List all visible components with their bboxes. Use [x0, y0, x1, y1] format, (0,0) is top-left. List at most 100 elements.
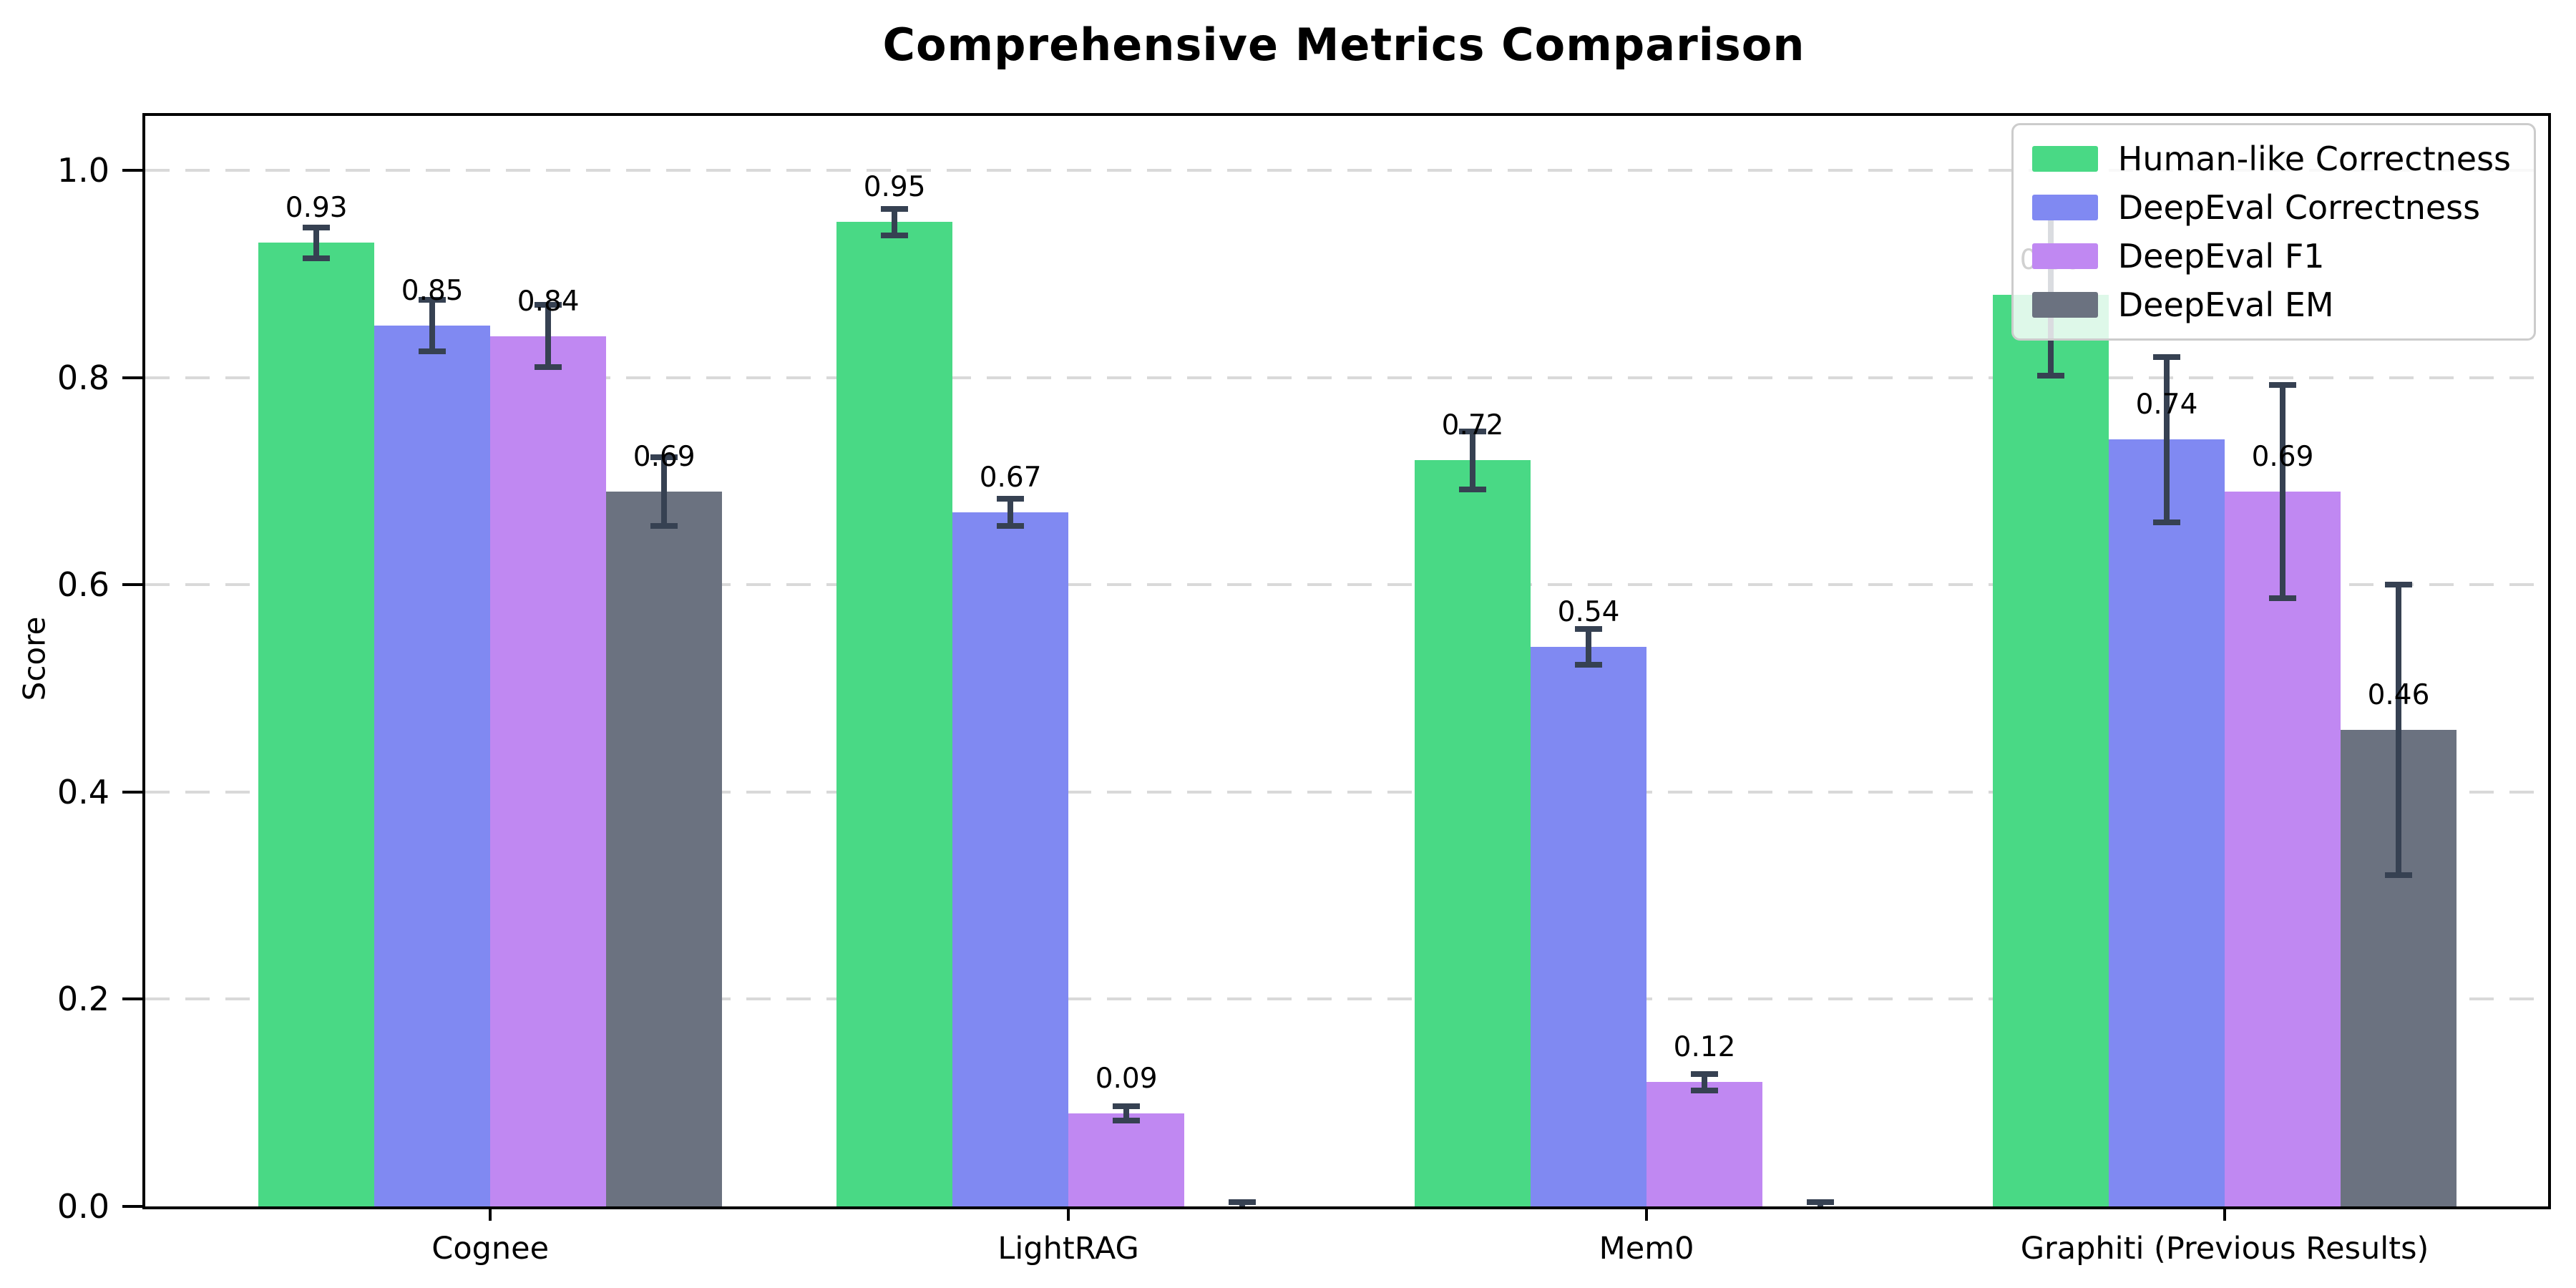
error-bar-graphiti-previous-results-deepeval-em: [2396, 585, 2401, 875]
error-cap-top: [303, 224, 331, 230]
error-cap-bottom: [2153, 519, 2180, 526]
legend: Human-like Correctness DeepEval Correctne…: [2011, 123, 2536, 341]
bar-lightrag-deepeval-correctness: [952, 512, 1069, 1206]
y-tick-mark: [122, 790, 142, 794]
legend-swatch-human-like-correctness: [2031, 146, 2098, 172]
error-cap-top: [1229, 1199, 1257, 1206]
bar-cognee-deepeval-f1: [490, 336, 607, 1206]
bar-graphiti-previous-results-human-like-correctness: [1993, 294, 2109, 1206]
bar-mem0-deepeval-correctness: [1531, 647, 1647, 1206]
value-label-graphiti-previous-results-deepeval-em: 0.46: [2367, 678, 2430, 711]
error-cap-bottom: [1691, 1087, 1719, 1093]
error-bar-cognee-deepeval-f1: [545, 305, 552, 368]
error-bar-lightrag-human-like-correctness: [892, 208, 898, 236]
x-tick-mark-graphiti-previous-results: [2223, 1206, 2226, 1221]
value-label-lightrag-deepeval-correctness: 0.67: [979, 461, 1042, 494]
x-tick-mark-mem0: [1645, 1206, 1649, 1221]
value-label-cognee-deepeval-correctness: 0.85: [401, 275, 464, 308]
error-cap-bottom: [535, 364, 562, 371]
error-bar-mem0-human-like-correctness: [1470, 431, 1476, 489]
y-tick-label-0.6: 0.6: [57, 565, 109, 605]
value-label-mem0-human-like-correctness: 0.72: [1441, 409, 1504, 442]
error-cap-bottom: [1575, 661, 1603, 668]
error-bar-cognee-deepeval-em: [661, 457, 668, 526]
legend-label: DeepEval EM: [2117, 286, 2334, 324]
value-label-graphiti-previous-results-deepeval-f1: 0.69: [2251, 440, 2314, 473]
error-cap-top: [997, 496, 1025, 502]
x-tick-mark-lightrag: [1067, 1206, 1070, 1221]
y-tick-mark: [122, 997, 142, 1001]
x-tick-mark-cognee: [489, 1206, 492, 1221]
y-tick-label-0.0: 0.0: [57, 1187, 109, 1226]
error-cap-top: [1113, 1103, 1141, 1109]
bar-cognee-human-like-correctness: [258, 243, 375, 1206]
error-cap-top: [535, 302, 562, 308]
error-cap-top: [2269, 381, 2296, 388]
error-cap-top: [1459, 428, 1487, 434]
error-cap-top: [2385, 582, 2412, 588]
error-bar-cognee-human-like-correctness: [313, 227, 320, 259]
legend-label: DeepEval F1: [2117, 237, 2325, 275]
error-bar-graphiti-previous-results-deepeval-correctness: [2164, 356, 2170, 523]
value-label-lightrag-human-like-correctness: 0.95: [863, 171, 926, 204]
value-label-mem0-deepeval-f1: 0.12: [1673, 1031, 1736, 1064]
error-bar-graphiti-previous-results-deepeval-f1: [2280, 384, 2285, 599]
error-cap-top: [881, 205, 909, 212]
error-cap-top: [1575, 626, 1603, 633]
y-tick-label-0.8: 0.8: [57, 358, 109, 397]
error-cap-top: [419, 297, 447, 303]
error-cap-bottom: [303, 255, 331, 262]
legend-swatch-deepeval-correctness: [2031, 195, 2098, 220]
error-cap-bottom: [2385, 872, 2412, 878]
error-cap-top: [1691, 1070, 1719, 1077]
bar-graphiti-previous-results-deepeval-f1: [2225, 491, 2341, 1206]
legend-item-deepeval-f1: DeepEval F1: [2031, 237, 2511, 275]
y-axis-label: Score: [16, 616, 52, 701]
y-tick-mark: [122, 1205, 142, 1208]
y-tick-label-0.2: 0.2: [57, 980, 109, 1019]
error-cap-bottom: [881, 233, 909, 239]
y-tick-mark: [122, 376, 142, 379]
gridline-1: [145, 169, 2548, 172]
chart-title: Comprehensive Metrics Comparison: [882, 19, 1805, 71]
bar-cognee-deepeval-em: [606, 491, 723, 1206]
value-label-mem0-deepeval-correctness: 0.54: [1557, 596, 1620, 629]
error-cap-bottom: [419, 348, 447, 355]
legend-swatch-deepeval-em: [2031, 292, 2098, 318]
bar-mem0-human-like-correctness: [1415, 460, 1531, 1206]
x-tick-label-cognee: Cognee: [431, 1231, 550, 1267]
error-cap-top: [650, 454, 678, 461]
bar-lightrag-deepeval-f1: [1068, 1113, 1185, 1206]
error-cap-bottom: [650, 522, 678, 529]
gridline-0.6: [145, 583, 2548, 587]
y-tick-mark: [122, 169, 142, 172]
value-label-cognee-human-like-correctness: 0.93: [285, 192, 348, 225]
bar-graphiti-previous-results-deepeval-correctness: [2109, 439, 2225, 1206]
error-cap-bottom: [2269, 595, 2296, 602]
error-bar-lightrag-deepeval-f1: [1123, 1106, 1130, 1121]
error-cap-top: [1807, 1199, 1835, 1206]
legend-label: DeepEval Correctness: [2117, 188, 2481, 227]
value-label-lightrag-deepeval-f1: 0.09: [1095, 1062, 1158, 1095]
x-tick-label-mem0: Mem0: [1599, 1231, 1694, 1267]
bar-cognee-deepeval-correctness: [374, 326, 491, 1206]
legend-item-deepeval-em: DeepEval EM: [2031, 286, 2511, 324]
y-tick-mark: [122, 583, 142, 587]
error-bar-cognee-deepeval-correctness: [429, 300, 436, 352]
value-label-graphiti-previous-results-deepeval-correctness: 0.74: [2135, 389, 2198, 421]
gridline-0.2: [145, 997, 2548, 1001]
error-cap-bottom: [2037, 372, 2064, 379]
gridline-0.4: [145, 790, 2548, 794]
error-bar-mem0-deepeval-correctness: [1586, 629, 1592, 665]
error-cap-bottom: [997, 522, 1025, 529]
error-bar-mem0-deepeval-f1: [1702, 1073, 1708, 1091]
legend-item-deepeval-correctness: DeepEval Correctness: [2031, 188, 2511, 227]
value-label-cognee-deepeval-f1: 0.84: [517, 285, 580, 318]
y-tick-label-1.0: 1.0: [57, 151, 109, 190]
error-cap-top: [2153, 353, 2180, 360]
error-cap-bottom: [1459, 486, 1487, 492]
legend-item-human-like-correctness: Human-like Correctness: [2031, 140, 2511, 178]
bar-lightrag-human-like-correctness: [836, 222, 953, 1206]
x-tick-label-lightrag: LightRAG: [997, 1231, 1139, 1267]
